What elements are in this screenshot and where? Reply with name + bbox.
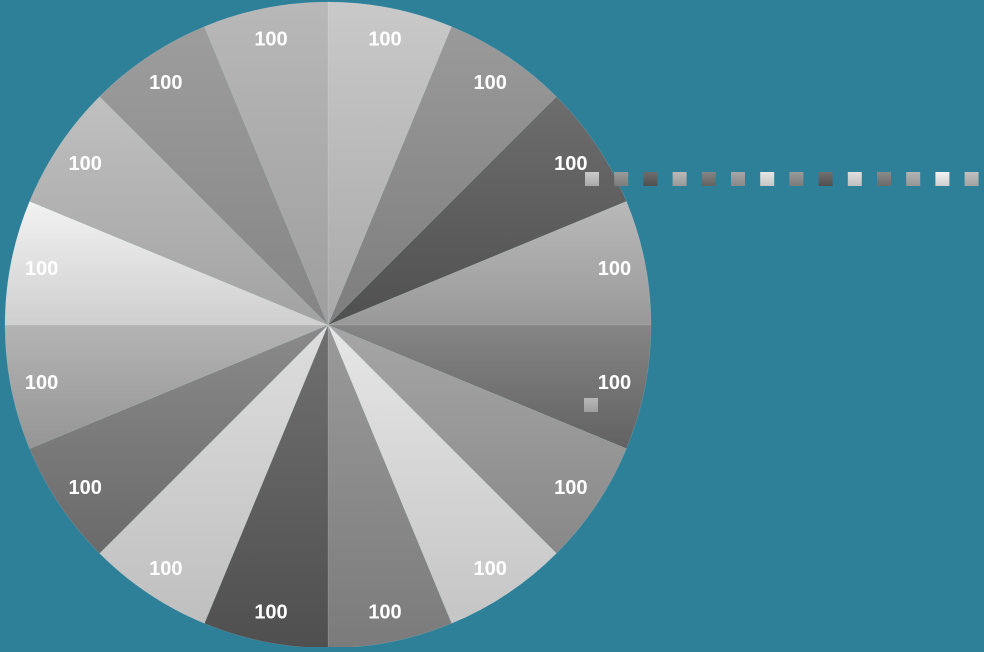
- legend-swatch: [584, 398, 598, 412]
- slice-data-label: 100: [254, 29, 287, 51]
- pie-slice: [29, 324, 329, 554]
- pie-slice: [99, 26, 329, 326]
- legend-swatch: [701, 172, 716, 186]
- pie-slice: [327, 26, 557, 326]
- pie-slices: [4, 1, 652, 649]
- pie-slice: [4, 324, 329, 450]
- slice-data-label: 100: [69, 153, 102, 175]
- pie-slice: [327, 1, 453, 326]
- slice-data-label: 100: [368, 29, 401, 51]
- slice-data-label: 100: [25, 258, 58, 280]
- legend-swatch: [760, 172, 775, 186]
- slice-data-label: 100: [554, 153, 587, 175]
- slice-data-label: 100: [474, 72, 507, 94]
- pie-slice: [327, 324, 652, 450]
- pie-slice: [29, 96, 329, 326]
- legend-swatch: [964, 172, 979, 186]
- pie-slice: [203, 1, 329, 326]
- legend-swatch: [935, 172, 950, 186]
- slice-data-label: 100: [368, 601, 401, 623]
- legend-swatch: [672, 172, 687, 186]
- slice-data-label: 100: [149, 558, 182, 580]
- pie-slice: [327, 96, 627, 326]
- legend-swatch: [614, 172, 629, 186]
- slice-data-label: 100: [149, 72, 182, 94]
- slice-data-label: 100: [25, 372, 58, 394]
- pie-data-labels: 100 100 100 100 100 100 100 100 100 100 100 100 100 1…: [25, 29, 631, 624]
- legend-swatch: [847, 172, 862, 186]
- legend-swatch: [877, 172, 891, 186]
- pie-slice: [327, 324, 627, 554]
- pie-slice: [4, 200, 329, 326]
- pie-slice: [327, 200, 652, 326]
- pie-slice: [327, 324, 557, 624]
- legend-swatch: [818, 172, 833, 186]
- slice-data-label: 100: [598, 258, 631, 280]
- legend-swatch: [789, 172, 804, 186]
- slice-data-label: 100: [254, 601, 287, 623]
- slice-data-label: 100: [554, 477, 587, 499]
- slice-data-label: 100: [474, 558, 507, 580]
- pie-slice: [99, 324, 329, 624]
- legend: [584, 172, 979, 412]
- slice-data-label: 100: [69, 477, 102, 499]
- legend-swatch: [731, 172, 745, 186]
- legend-swatch: [906, 172, 921, 186]
- slice-data-label: 100: [598, 372, 631, 394]
- legend-swatch: [643, 172, 658, 186]
- legend-swatch: [585, 172, 599, 186]
